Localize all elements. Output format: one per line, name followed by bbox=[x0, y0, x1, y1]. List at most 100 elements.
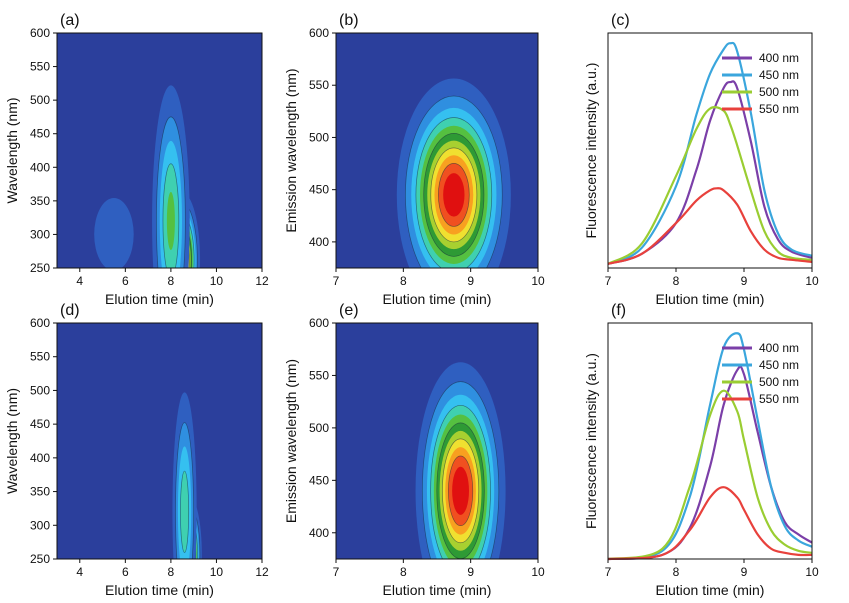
y-axis-label: Emission wavelength (nm) bbox=[283, 359, 299, 523]
y-tick-label: 450 bbox=[309, 473, 329, 487]
x-tick-label: 7 bbox=[605, 565, 612, 579]
heatmap-contours bbox=[94, 85, 201, 268]
x-tick-label: 9 bbox=[467, 274, 474, 288]
y-tick-label: 550 bbox=[309, 368, 329, 382]
heatmap-background bbox=[57, 323, 262, 559]
series-line-500-nm bbox=[607, 389, 813, 561]
panel-d: 4 6 8 10 12 250 300 350 400 450 500 550 600 Elution t… bbox=[4, 302, 269, 598]
series-line-450-nm bbox=[607, 332, 813, 561]
y-tick-label: 550 bbox=[30, 60, 50, 74]
x-tick-label: 10 bbox=[531, 274, 545, 288]
x-axis-label: Elution time (min) bbox=[105, 582, 214, 598]
x-tick-label: 4 bbox=[76, 274, 83, 288]
plot-frame bbox=[335, 322, 539, 560]
panel-f: 400 nm 450 nm 500 nm 550 nm 7 8 9 10 Elution tim… bbox=[583, 302, 819, 598]
y-tick-label: 600 bbox=[309, 26, 329, 40]
x-tick-label: 8 bbox=[168, 274, 175, 288]
x-tick-label: 8 bbox=[673, 274, 680, 288]
y-axis-label: Fluorescence intensity (a.u.) bbox=[583, 353, 599, 529]
contour-level-11-peak-1 bbox=[443, 173, 465, 217]
x-axis-label: Elution time (min) bbox=[383, 291, 492, 307]
panel-label: (d) bbox=[60, 302, 80, 319]
y-axis-label: Emission wavelength (nm) bbox=[283, 68, 299, 232]
x-tick-label: 6 bbox=[122, 565, 129, 579]
x-tick-label: 8 bbox=[400, 274, 407, 288]
panel-e: 7 8 9 10 400 450 500 550 600 Elution time (min) Em… bbox=[283, 302, 545, 598]
y-tick-label: 400 bbox=[30, 451, 50, 465]
y-tick-label: 300 bbox=[30, 518, 50, 532]
x-tick-label: 9 bbox=[741, 274, 748, 288]
legend-label: 500 nm bbox=[759, 375, 799, 389]
y-tick-label: 600 bbox=[30, 26, 50, 40]
y-tick-label: 350 bbox=[30, 485, 50, 499]
y-axis-label: Wavelength (nm) bbox=[4, 97, 20, 203]
panel-c: 400 nm 450 nm 500 nm 550 nm 7 8 9 10 Elution tim… bbox=[583, 12, 819, 307]
panel-label: (b) bbox=[339, 12, 359, 29]
x-tick-label: 12 bbox=[255, 274, 269, 288]
series-line-550-nm bbox=[607, 187, 813, 265]
series-lines bbox=[607, 332, 813, 561]
contour-level-5-peak-2 bbox=[166, 192, 175, 250]
legend-label: 550 nm bbox=[759, 392, 799, 406]
x-tick-label: 9 bbox=[467, 565, 474, 579]
y-tick-label: 500 bbox=[309, 130, 329, 144]
panel-label: (f) bbox=[611, 302, 626, 319]
x-tick-label: 8 bbox=[400, 565, 407, 579]
x-tick-label: 7 bbox=[333, 565, 340, 579]
plot-frame bbox=[607, 32, 813, 269]
y-tick-label: 500 bbox=[30, 383, 50, 397]
x-tick-label: 7 bbox=[333, 274, 340, 288]
legend-label: 500 nm bbox=[759, 85, 799, 99]
x-tick-label: 7 bbox=[605, 274, 612, 288]
y-tick-label: 350 bbox=[30, 194, 50, 208]
x-axis-label: Elution time (min) bbox=[105, 291, 214, 307]
x-tick-label: 12 bbox=[255, 565, 269, 579]
y-tick-label: 450 bbox=[30, 127, 50, 141]
series-line-500-nm bbox=[607, 106, 813, 265]
y-tick-label: 250 bbox=[30, 552, 50, 566]
x-tick-label: 6 bbox=[122, 274, 129, 288]
x-tick-label: 4 bbox=[76, 565, 83, 579]
panel-b: 7 8 9 10 400 450 500 550 600 Elution time (min) Em… bbox=[283, 12, 545, 307]
legend-label: 550 nm bbox=[759, 102, 799, 116]
series-line-450-nm bbox=[607, 41, 813, 265]
legend-label: 400 nm bbox=[759, 341, 799, 355]
x-tick-label: 9 bbox=[741, 565, 748, 579]
y-tick-label: 400 bbox=[30, 160, 50, 174]
series-line-550-nm bbox=[607, 486, 813, 561]
y-tick-label: 450 bbox=[309, 183, 329, 197]
y-tick-label: 600 bbox=[309, 316, 329, 330]
contour-level-4-peak-2 bbox=[180, 470, 190, 553]
panel-label: (c) bbox=[611, 12, 630, 29]
x-tick-label: 10 bbox=[805, 565, 819, 579]
x-tick-label: 10 bbox=[210, 274, 224, 288]
x-tick-label: 8 bbox=[673, 565, 680, 579]
y-tick-label: 550 bbox=[30, 350, 50, 364]
x-axis-label: Elution time (min) bbox=[656, 291, 765, 307]
x-axis-label: Elution time (min) bbox=[383, 582, 492, 598]
y-tick-label: 250 bbox=[30, 261, 50, 275]
heatmap-contours bbox=[396, 78, 511, 268]
panel-a: 4 6 8 10 12 250 300 350 400 450 500 550 600 Elution t… bbox=[4, 12, 269, 307]
y-tick-label: 600 bbox=[30, 316, 50, 330]
legend: 400 nm 450 nm 500 nm 550 nm bbox=[722, 51, 799, 116]
x-tick-label: 10 bbox=[210, 565, 224, 579]
x-tick-label: 10 bbox=[531, 565, 545, 579]
y-tick-label: 400 bbox=[309, 526, 329, 540]
legend-label: 450 nm bbox=[759, 68, 799, 82]
y-axis-label: Fluorescence intensity (a.u.) bbox=[583, 63, 599, 239]
plot-frame bbox=[335, 32, 539, 269]
y-axis-label: Wavelength (nm) bbox=[4, 388, 20, 494]
plot-frame bbox=[607, 322, 813, 560]
y-tick-label: 300 bbox=[30, 227, 50, 241]
heatmap-contours bbox=[415, 362, 506, 559]
panel-label: (a) bbox=[60, 12, 80, 29]
legend-label: 400 nm bbox=[759, 51, 799, 65]
legend-label: 450 nm bbox=[759, 358, 799, 372]
x-tick-label: 10 bbox=[805, 274, 819, 288]
plot-frame bbox=[56, 32, 263, 269]
plot-frame bbox=[56, 322, 263, 560]
heatmap-contours bbox=[172, 392, 202, 559]
contour-level-1-peak-3 bbox=[94, 198, 134, 268]
